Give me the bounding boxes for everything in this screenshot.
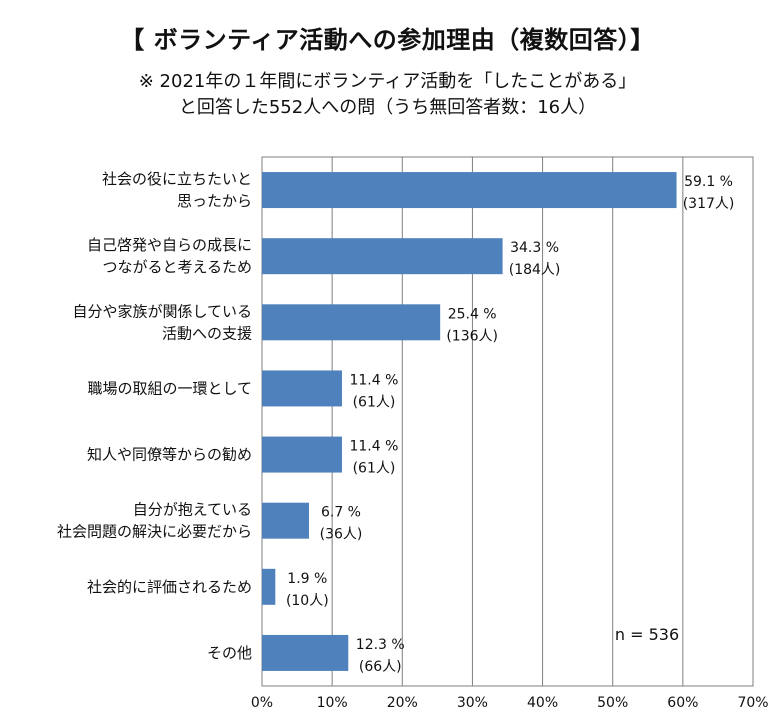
plot-border — [261, 156, 754, 687]
data-label-count: (61人) — [353, 461, 396, 477]
x-tick-label: 60% — [667, 695, 698, 711]
bar — [262, 634, 349, 671]
plot-area — [262, 157, 753, 686]
data-label-percent: 1.9 % — [287, 571, 327, 587]
sample-size-annotation: n = 536 — [615, 625, 679, 644]
bar — [262, 172, 677, 209]
data-label-percent: 12.3 % — [356, 637, 405, 653]
data-label-count: (136人) — [446, 328, 498, 344]
data-label-percent: 59.1 % — [684, 174, 733, 190]
x-tick-label: 30% — [457, 695, 488, 711]
bar — [262, 436, 342, 473]
bar — [262, 370, 342, 407]
x-tick-label: 20% — [387, 695, 418, 711]
data-label-count: (10人) — [286, 593, 329, 609]
chart-subtitle-line1: ※ 2021年の１年間にボランティア活動を「したことがある」 — [138, 71, 637, 92]
category-label: 活動への支援 — [162, 324, 252, 342]
data-label-count: (317人) — [683, 196, 735, 212]
x-tick-label: 0% — [251, 695, 273, 711]
data-label-count: (61人) — [353, 394, 396, 410]
x-tick-label: 70% — [737, 695, 768, 711]
bar — [262, 568, 276, 605]
category-label: 知人や同僚等からの勧め — [87, 446, 252, 464]
category-label: 社会の役に立ちたいと — [102, 170, 252, 188]
bar — [262, 502, 309, 539]
category-label: 自己啓発や自らの成長に — [87, 236, 252, 254]
data-label-percent: 34.3 % — [510, 240, 559, 256]
bar — [262, 304, 441, 341]
data-label-percent: 11.4 % — [349, 439, 398, 455]
category-label: 職場の取組の一環として — [87, 379, 252, 397]
category-label: 社会的に評価されるため — [87, 578, 252, 596]
x-tick-label: 40% — [527, 695, 558, 711]
category-label: 自分や家族が関係している — [72, 302, 252, 320]
category-label: 思ったから — [177, 192, 252, 210]
category-label: つながると考えるため — [102, 258, 252, 276]
category-label: その他 — [207, 644, 252, 662]
x-tick-label: 50% — [597, 695, 628, 711]
chart-title: 【 ボランティア活動への参加理由（複数回答）】 — [120, 26, 655, 54]
category-label: 自分が抱えている — [133, 501, 252, 519]
data-label-percent: 11.4 % — [349, 372, 398, 388]
bar — [262, 238, 503, 275]
chart-subtitle-line2: と回答した552人への問（うち無回答者数：16人） — [178, 97, 597, 118]
data-label-count: (184人) — [509, 262, 561, 278]
x-tick-label: 10% — [317, 695, 348, 711]
data-label-count: (66人) — [359, 659, 402, 675]
data-label-count: (36人) — [320, 527, 363, 543]
category-label: 社会問題の解決に必要だから — [57, 523, 252, 541]
data-label-percent: 25.4 % — [448, 306, 497, 322]
data-label-percent: 6.7 % — [321, 505, 361, 521]
